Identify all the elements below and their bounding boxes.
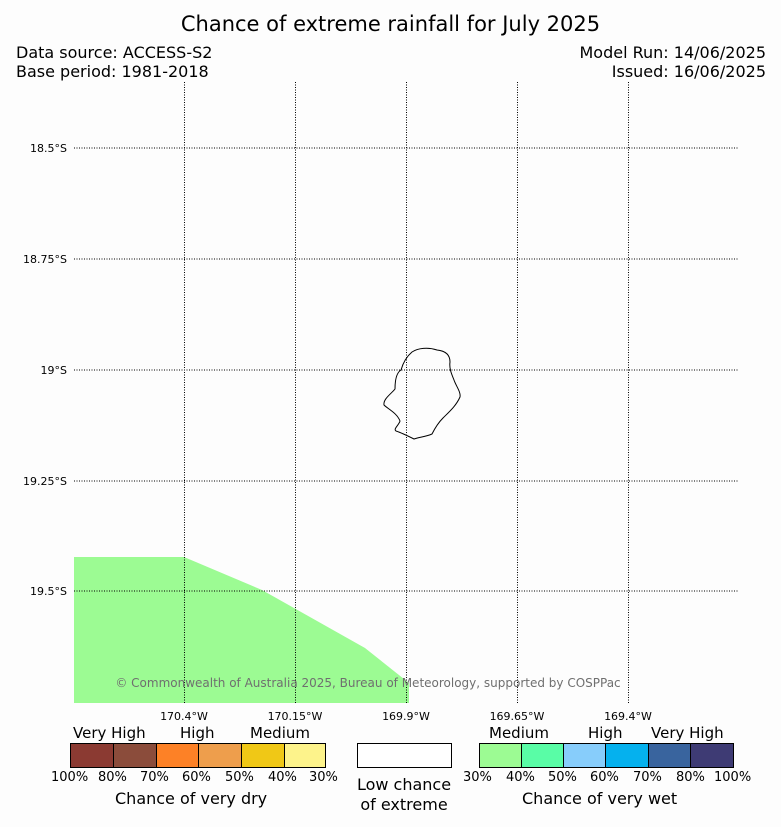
wet-tick: 30%: [463, 770, 492, 785]
lon-label: 169.65°W: [490, 710, 545, 723]
dry-swatch: [71, 744, 114, 767]
wet-tick: 100%: [714, 770, 752, 785]
dry-tick: 30%: [309, 770, 338, 785]
chart-title: Chance of extreme rainfall for July 2025: [180, 12, 601, 36]
wet-swatch: [480, 744, 522, 767]
dry-caption: Chance of very dry: [115, 789, 268, 808]
lon-label: 170.15°W: [268, 710, 323, 723]
lat-label: 19.25°S: [23, 475, 67, 488]
low-caption: Low chance of extreme: [340, 775, 468, 815]
dry-colorbar: [70, 743, 326, 768]
wet-caption: Chance of very wet: [522, 789, 678, 808]
wet-swatch: [649, 744, 691, 767]
dry-high-label: High: [180, 724, 215, 742]
wet-tick: 70%: [633, 770, 662, 785]
low-caption-line1: Low chance: [356, 775, 452, 794]
meta-left: Data source: ACCESS-S2 Base period: 1981…: [16, 43, 212, 81]
wet-swatch: [691, 744, 733, 767]
lat-label: 18.75°S: [23, 253, 67, 266]
wet-colorbar: [479, 743, 734, 768]
dry-tick: 70%: [140, 770, 169, 785]
wet-swatch: [564, 744, 606, 767]
low-caption-line2: of extreme: [360, 795, 448, 814]
gridlines: [74, 82, 739, 703]
wet-swatch: [606, 744, 649, 767]
wet-medium-label: Medium: [489, 724, 549, 742]
lat-label: 19°S: [41, 364, 67, 377]
dry-tick: 50%: [225, 770, 254, 785]
dry-tick: 60%: [182, 770, 211, 785]
dry-very-high-label: Very High: [73, 724, 146, 742]
low-chance-swatch: [357, 743, 452, 768]
wet-swatch: [522, 744, 564, 767]
wet-very-high-label: Very High: [651, 724, 724, 742]
island-coastline: [383, 347, 461, 440]
dry-swatch: [114, 744, 157, 767]
wet-high-label: High: [588, 724, 623, 742]
dry-tick: 40%: [268, 770, 297, 785]
lat-label: 18.5°S: [30, 142, 67, 155]
data-source: Data source: ACCESS-S2: [16, 43, 213, 62]
lon-label: 169.9°W: [382, 710, 430, 723]
copyright-text: © Commonwealth of Australia 2025, Bureau…: [115, 676, 620, 690]
model-run: Model Run: 14/06/2025: [579, 43, 767, 62]
wet-region: [74, 557, 409, 703]
lon-label: 169.4°W: [604, 710, 652, 723]
base-period: Base period: 1981-2018: [16, 62, 209, 81]
wet-tick: 80%: [676, 770, 705, 785]
dry-swatch: [157, 744, 199, 767]
issued-date: Issued: 16/06/2025: [611, 62, 766, 81]
lat-label: 19.5°S: [30, 585, 67, 598]
wet-tick: 50%: [548, 770, 577, 785]
dry-swatch: [285, 744, 325, 767]
dry-tick: 100%: [51, 770, 89, 785]
meta-right: Model Run: 14/06/2025 Issued: 16/06/2025: [580, 43, 767, 81]
lon-label: 170.4°W: [160, 710, 208, 723]
dry-tick: 80%: [98, 770, 127, 785]
dry-swatch: [199, 744, 242, 767]
dry-swatch: [242, 744, 285, 767]
wet-tick: 60%: [590, 770, 619, 785]
wet-tick: 40%: [506, 770, 535, 785]
dry-medium-label: Medium: [250, 724, 310, 742]
